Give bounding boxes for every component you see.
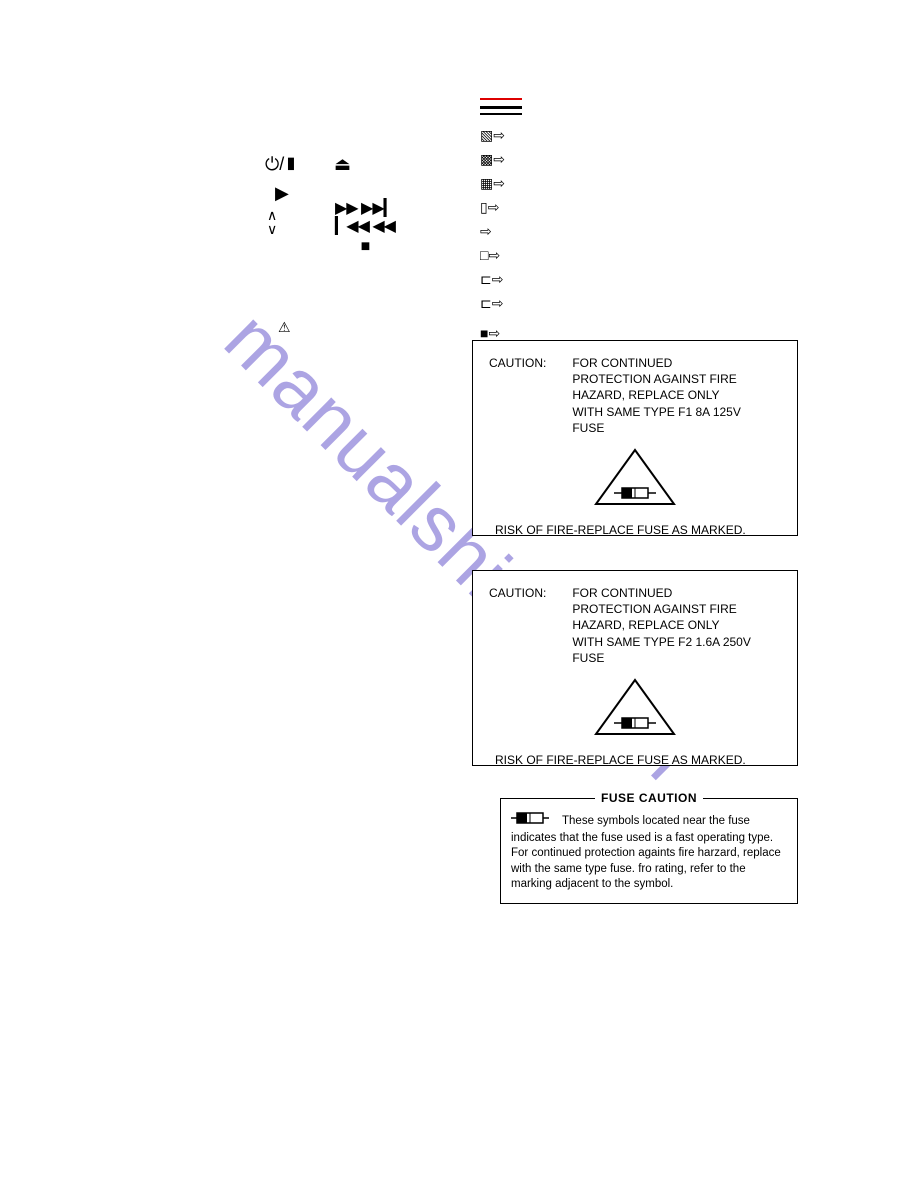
symbol-item: ▩⇨ bbox=[480, 152, 505, 166]
caution-footer: RISK OF FIRE-REPLACE FUSE AS MARKED. bbox=[489, 752, 781, 768]
symbol-item: ⇨ bbox=[480, 224, 505, 238]
symbol-item: ■⇨ bbox=[480, 326, 505, 340]
prev-rewind-icon: ▎◀◀ ◀◀ bbox=[335, 218, 395, 236]
symbol-item: ▯⇨ bbox=[480, 200, 505, 214]
caution-text: FOR CONTINUED PROTECTION AGAINST FIRE HA… bbox=[572, 585, 752, 666]
fuse-triangle-icon bbox=[592, 678, 678, 738]
fuse-caution-title: FUSE CAUTION bbox=[595, 790, 703, 806]
transport-icon-cluster: ▶▶ ▶▶▎ ▎◀◀ ◀◀ ■ bbox=[335, 200, 395, 256]
stop-icon: ■ bbox=[335, 238, 395, 256]
symbol-item: □⇨ bbox=[480, 248, 505, 262]
fuse-caution-body: These symbols located near the fuse indi… bbox=[511, 815, 781, 890]
caution-label: CAUTION: bbox=[489, 585, 546, 666]
power-icon: ⏻/▮ bbox=[265, 155, 298, 173]
caution-text: FOR CONTINUED PROTECTION AGAINST FIRE HA… bbox=[572, 355, 752, 436]
symbol-column: ▧⇨ ▩⇨ ▦⇨ ▯⇨ ⇨ □⇨ ⊏⇨ ⊏⇨ ■⇨ bbox=[480, 128, 505, 340]
warning-icon: ⚠ bbox=[278, 319, 291, 336]
play-icon: ▶ bbox=[275, 183, 289, 204]
symbol-item: ▧⇨ bbox=[480, 128, 505, 142]
caution-footer: RISK OF FIRE-REPLACE FUSE AS MARKED. bbox=[489, 522, 781, 538]
ffwd-next-icon: ▶▶ ▶▶▎ bbox=[335, 200, 395, 218]
symbol-item: ⊏⇨ bbox=[480, 272, 505, 286]
fuse-icon bbox=[511, 811, 549, 831]
fuse-caution-box: FUSE CAUTION These symbols located near … bbox=[500, 798, 798, 904]
caution-label: CAUTION: bbox=[489, 355, 546, 436]
symbol-item: ⊏⇨ bbox=[480, 296, 505, 310]
eject-icon: ⏏ bbox=[334, 155, 351, 173]
black-bar-thin bbox=[480, 113, 522, 115]
decorative-bars bbox=[480, 98, 522, 115]
caution-box-2: CAUTION: FOR CONTINUED PROTECTION AGAINS… bbox=[472, 570, 798, 766]
fuse-triangle-icon bbox=[592, 448, 678, 508]
symbol-item: ▦⇨ bbox=[480, 176, 505, 190]
caution-box-1: CAUTION: FOR CONTINUED PROTECTION AGAINS… bbox=[472, 340, 798, 536]
red-bar bbox=[480, 98, 522, 100]
black-bar bbox=[480, 106, 522, 109]
